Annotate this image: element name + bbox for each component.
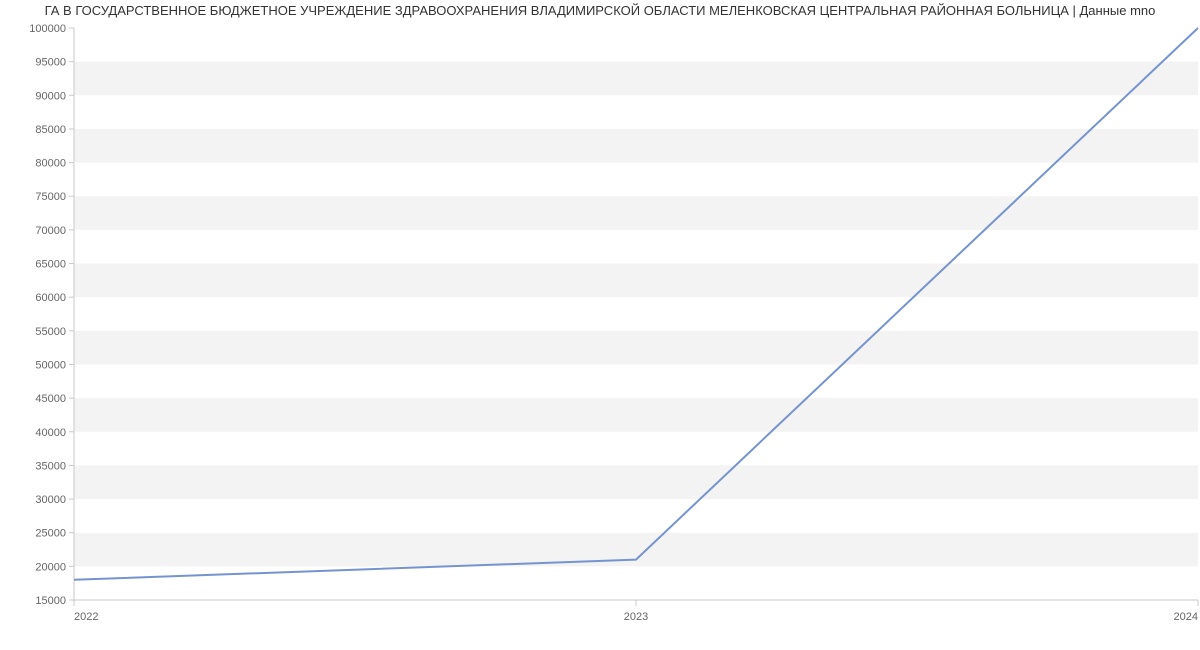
y-tick-label: 65000 (35, 259, 66, 271)
y-tick-label: 20000 (35, 561, 66, 573)
plot-band (74, 62, 1198, 96)
y-tick-label: 95000 (35, 57, 66, 69)
chart-title: ГА В ГОСУДАРСТВЕННОЕ БЮДЖЕТНОЕ УЧРЕЖДЕНИ… (0, 3, 1200, 18)
y-tick-label: 45000 (35, 393, 66, 405)
y-tick-label: 85000 (35, 124, 66, 136)
plot-band (74, 465, 1198, 499)
plot-band (74, 398, 1198, 432)
y-tick-label: 15000 (35, 595, 66, 607)
plot-band (74, 264, 1198, 298)
y-tick-label: 70000 (35, 225, 66, 237)
line-chart: ГА В ГОСУДАРСТВЕННОЕ БЮДЖЕТНОЕ УЧРЕЖДЕНИ… (0, 0, 1200, 650)
y-tick-label: 30000 (35, 494, 66, 506)
y-tick-label: 80000 (35, 158, 66, 170)
y-tick-label: 35000 (35, 460, 66, 472)
y-tick-label: 90000 (35, 90, 66, 102)
chart-svg: 15000 20000 25000 30000 35000 40000 45000 50000… (0, 0, 1200, 650)
y-tick-label: 60000 (35, 292, 66, 304)
y-tick-label: 100000 (29, 23, 66, 35)
plot-band (74, 331, 1198, 365)
y-tick-label: 50000 (35, 359, 66, 371)
x-tick-label: 2023 (624, 611, 648, 623)
plot-band (74, 129, 1198, 163)
x-tick-label: 2022 (74, 611, 98, 623)
y-tick-label: 25000 (35, 528, 66, 540)
x-tick-label: 2024 (1174, 611, 1198, 623)
y-tick-label: 75000 (35, 191, 66, 203)
plot-band (74, 533, 1198, 567)
y-tick-label: 40000 (35, 427, 66, 439)
plot-band (74, 196, 1198, 230)
y-tick-label: 55000 (35, 326, 66, 338)
